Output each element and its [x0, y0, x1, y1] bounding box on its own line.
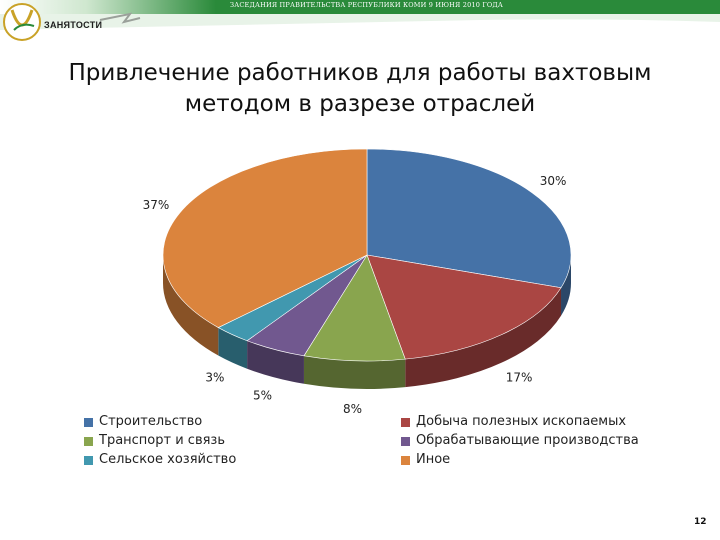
- pie-slice-0: [366, 148, 572, 289]
- legend-label: Строительство: [99, 414, 203, 429]
- pie-slice-side-5: [163, 255, 219, 356]
- pie-slice-1: [366, 254, 562, 360]
- data-label-1: 17%: [506, 371, 533, 385]
- legend-label: Обрабатывающие производства: [416, 433, 639, 448]
- pie-slice-5: [162, 148, 368, 328]
- pie-data-labels: 30% 17% 8% 5% 3% 37%: [143, 174, 567, 416]
- legend-label: Добыча полезных ископаемых: [416, 414, 627, 429]
- pie-slice-side-3: [247, 340, 304, 384]
- legend-swatch: [84, 437, 93, 446]
- legend-swatch: [401, 456, 410, 465]
- legend-swatch: [84, 418, 93, 427]
- legend-label: Иное: [416, 452, 451, 467]
- legend-label: Транспорт и связь: [99, 433, 226, 448]
- legend-label: Сельское хозяйство: [99, 452, 237, 467]
- pie-slice-side-1: [405, 287, 562, 388]
- data-label-2: 8%: [343, 402, 362, 416]
- legend-swatch: [401, 437, 410, 446]
- slide-title: Привлечение работников для работы вахтов…: [68, 60, 652, 117]
- data-label-3: 5%: [253, 388, 272, 402]
- header-caption: ЗАСЕДАНИЯ ПРАВИТЕЛЬСТВА РЕСПУБЛИКИ КОМИ …: [230, 1, 504, 9]
- legend-swatch: [84, 456, 93, 465]
- data-label-4: 3%: [205, 371, 224, 385]
- logo-emblem-icon: [3, 3, 141, 41]
- data-label-5: 37%: [143, 198, 170, 212]
- pie-top-faces: [162, 148, 572, 362]
- page-number: 12: [694, 517, 707, 527]
- pie-slice-side-2: [303, 355, 406, 390]
- pie-slice-side-0: [561, 255, 571, 316]
- logo-text: ЗАНЯТОСТИ: [44, 20, 103, 30]
- header-band: [0, 0, 720, 41]
- legend-swatch: [401, 418, 410, 427]
- data-label-0: 30%: [540, 174, 567, 188]
- pie-slice-2: [303, 254, 406, 362]
- slide-header: ЗАСЕДАНИЯ ПРАВИТЕЛЬСТВА РЕСПУБЛИКИ КОМИ …: [0, 0, 720, 44]
- pie-slice-side-4: [218, 327, 248, 369]
- pie-side-walls: [163, 255, 571, 390]
